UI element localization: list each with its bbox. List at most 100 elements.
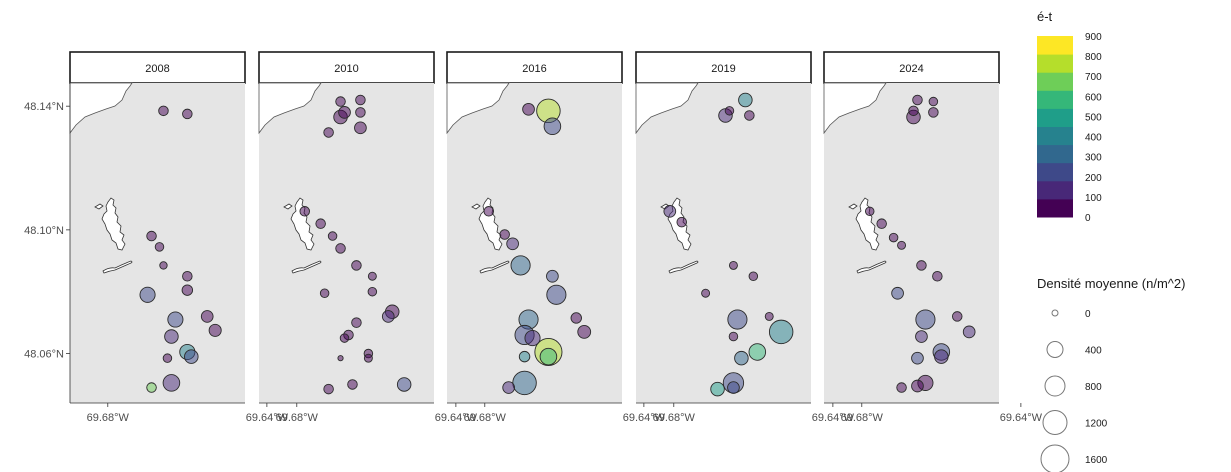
data-point xyxy=(502,381,515,394)
x-tick-label: 69.64°W xyxy=(623,412,666,424)
panel-strip xyxy=(635,51,812,84)
data-point xyxy=(159,261,168,270)
data-point xyxy=(367,271,377,281)
size-legend-label: 800 xyxy=(1085,382,1102,393)
data-point xyxy=(323,383,334,395)
data-point xyxy=(710,381,725,397)
panel-2008: 2008 69.68°W 69.64°W xyxy=(69,51,289,424)
data-point xyxy=(337,355,344,362)
y-axis: 48.14°N 48.10°N 48.06°N xyxy=(24,83,71,403)
color-legend-label: 0 xyxy=(1085,213,1091,224)
panel-background xyxy=(824,83,999,403)
data-point xyxy=(912,94,923,106)
data-point xyxy=(483,206,495,217)
color-legend-swatch xyxy=(1037,90,1073,109)
data-point xyxy=(727,381,740,394)
data-point xyxy=(154,242,165,252)
color-legend-swatch xyxy=(1037,36,1073,55)
data-point xyxy=(184,349,199,364)
data-point xyxy=(897,240,907,250)
data-point xyxy=(891,286,904,300)
data-point xyxy=(181,284,194,296)
sandbar xyxy=(291,260,322,274)
data-point xyxy=(962,325,976,339)
data-point xyxy=(908,105,919,117)
size-legend-key xyxy=(1040,444,1070,472)
data-point xyxy=(146,230,157,242)
color-legend-label: 500 xyxy=(1085,112,1102,123)
data-point xyxy=(499,229,510,240)
data-point xyxy=(932,270,943,282)
color-legend-swatch xyxy=(1037,144,1073,164)
panel-2019: 2019 69.68°W 69.64°W xyxy=(635,51,855,424)
panel-background xyxy=(259,83,434,403)
data-point xyxy=(928,96,939,107)
data-point xyxy=(728,260,738,270)
data-point xyxy=(748,343,767,361)
data-point xyxy=(522,102,535,116)
color-legend-swatch xyxy=(1037,198,1073,218)
data-point xyxy=(518,350,531,363)
data-point xyxy=(355,107,366,118)
size-legend-label: 0 xyxy=(1085,309,1091,320)
data-point xyxy=(146,382,157,393)
color-legend-label: 700 xyxy=(1085,72,1102,83)
data-point xyxy=(158,105,169,117)
data-point xyxy=(335,96,346,107)
data-point xyxy=(506,237,519,251)
sandbar xyxy=(856,260,887,274)
x-tick-label: 69.64°W xyxy=(246,412,289,424)
x-tick-label: 69.68°W xyxy=(276,412,319,424)
data-point xyxy=(546,284,567,305)
data-point xyxy=(351,317,362,328)
size-legend-title: Densité moyenne (n/m^2) xyxy=(1037,276,1185,291)
data-point xyxy=(338,106,351,119)
data-point xyxy=(911,351,924,365)
data-point xyxy=(876,218,887,229)
data-point xyxy=(363,353,373,363)
data-point xyxy=(546,269,559,283)
sandbar xyxy=(668,260,699,274)
data-point xyxy=(200,310,214,323)
coastline xyxy=(635,82,699,135)
islet xyxy=(471,203,481,210)
x-tick-label: 69.64°W xyxy=(435,412,478,424)
data-point xyxy=(543,117,562,136)
size-legend-label: 1200 xyxy=(1085,419,1108,430)
panel-strip xyxy=(258,51,435,84)
data-point xyxy=(915,309,936,330)
data-point xyxy=(355,94,366,106)
data-point xyxy=(951,311,963,322)
island xyxy=(101,197,126,251)
data-point xyxy=(182,108,193,120)
data-point xyxy=(738,92,753,108)
color-legend-swatch xyxy=(1037,54,1073,73)
color-legend-label: 300 xyxy=(1085,153,1102,164)
data-point xyxy=(864,206,875,217)
coastline xyxy=(446,82,510,135)
color-legend-swatch xyxy=(1037,108,1073,127)
data-point xyxy=(888,232,899,243)
size-legend-label: 400 xyxy=(1085,346,1102,357)
color-legend-label: 600 xyxy=(1085,92,1102,103)
data-point xyxy=(339,333,350,343)
data-point xyxy=(315,218,326,229)
x-tick-label: 69.68°W xyxy=(464,412,507,424)
data-point xyxy=(727,309,748,330)
color-legend-swatch xyxy=(1037,180,1073,200)
panel-background xyxy=(636,83,811,403)
panel-strip-label: 2016 xyxy=(522,63,546,75)
color-legend-label: 200 xyxy=(1085,173,1102,184)
color-legend-label: 800 xyxy=(1085,52,1102,63)
data-point xyxy=(167,311,184,328)
panel-2024: 2024 69.68°W 69.64°W xyxy=(823,51,1043,424)
data-point xyxy=(139,286,156,303)
data-point xyxy=(347,379,358,390)
color-legend-swatch xyxy=(1037,162,1073,182)
sandbar xyxy=(102,260,133,274)
y-tick-label: 48.06°N xyxy=(24,349,64,361)
color-legend-label: 100 xyxy=(1085,193,1102,204)
x-tick-label: 69.68°W xyxy=(841,412,884,424)
x-tick-label: 69.68°W xyxy=(87,412,130,424)
size-legend-key xyxy=(1046,341,1064,358)
